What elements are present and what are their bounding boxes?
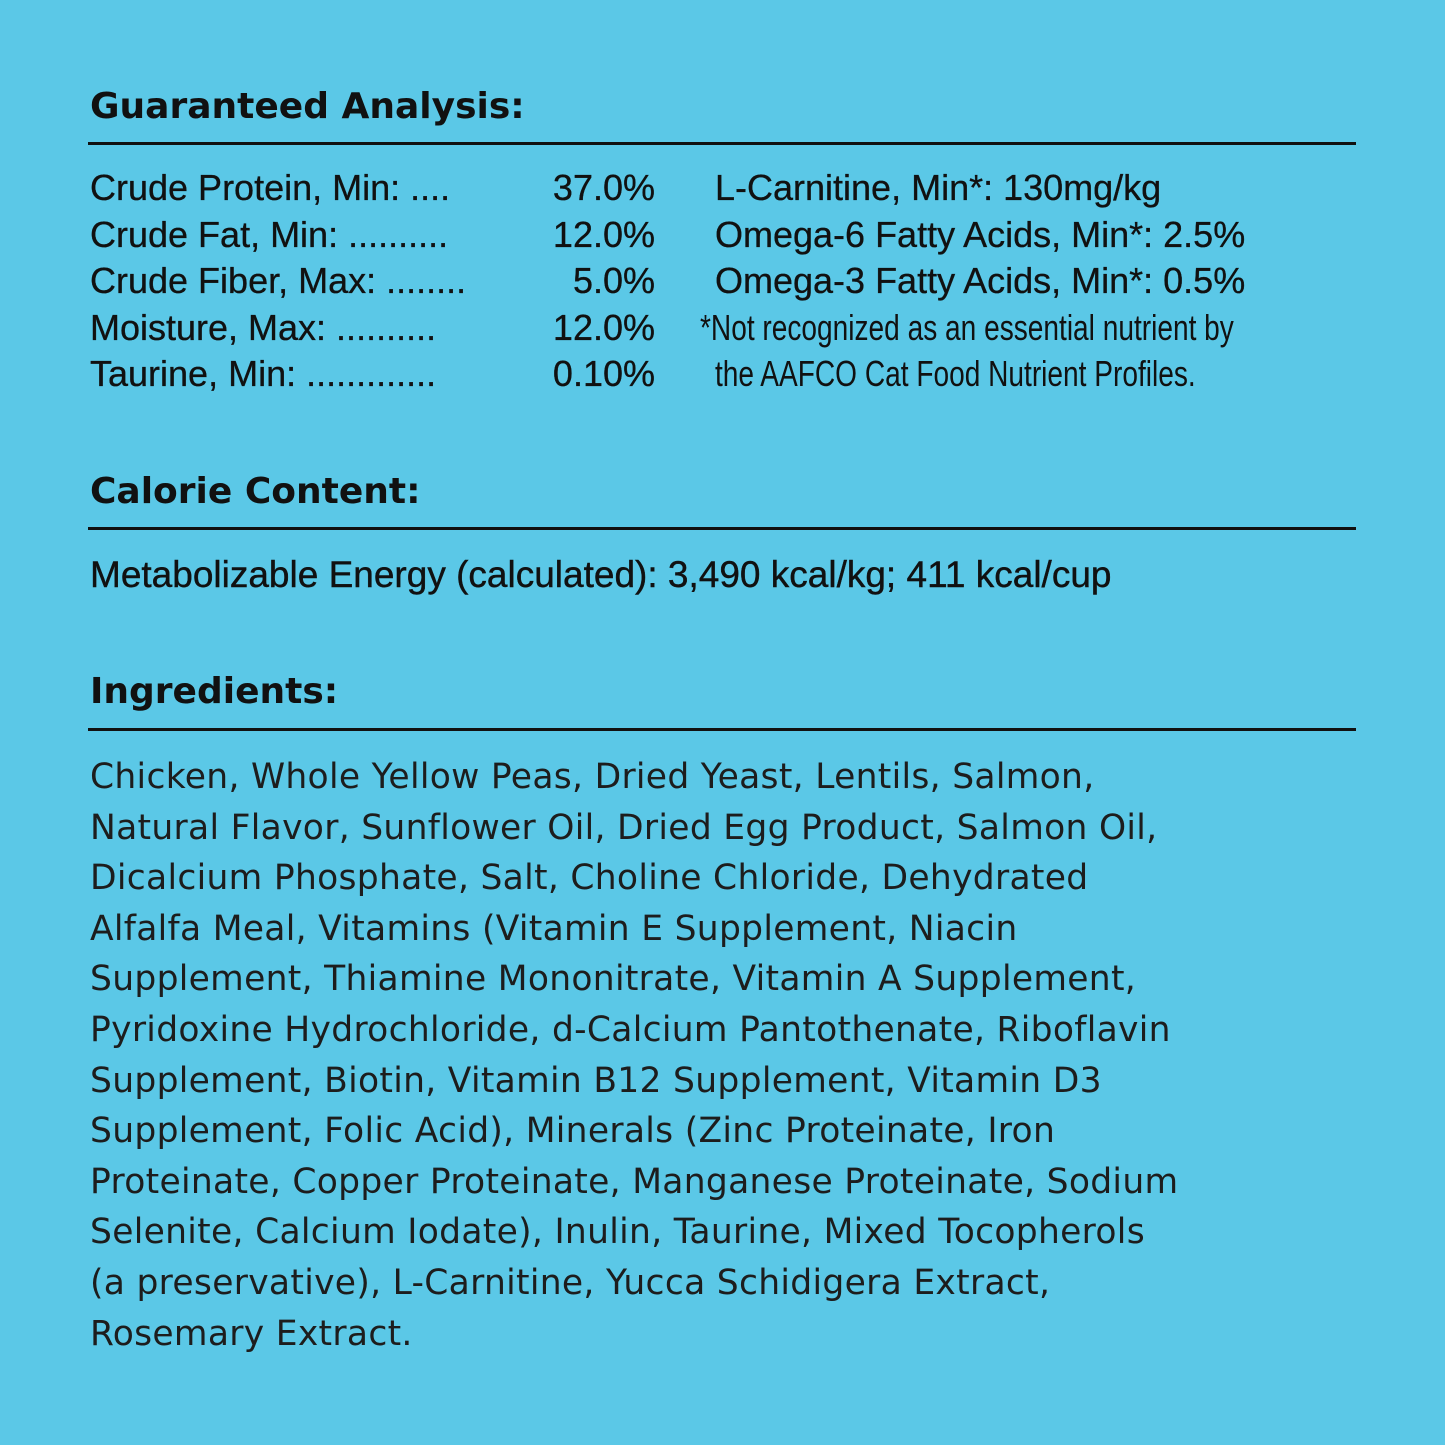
ingredients-list: Chicken, Whole Yellow Peas, Dried Yeast,… (90, 752, 1178, 1359)
analysis-label: Moisture, Max: .......... (90, 307, 437, 348)
footnote: *Not recognized as an essential nutrient… (700, 307, 1234, 348)
ingredients-line: Dicalcium Phosphate, Salt, Choline Chlor… (90, 858, 1089, 899)
ingredients-line: Supplement, Thiamine Mononitrate, Vitami… (90, 959, 1137, 1000)
ingredients-line: Supplement, Folic Acid), Minerals (Zinc … (90, 1111, 1056, 1152)
ingredients-line: Natural Flavor, Sunflower Oil, Dried Egg… (90, 807, 1158, 848)
ingredients-line: Supplement, Biotin, Vitamin B12 Suppleme… (90, 1060, 1102, 1101)
analysis-row: Taurine, Min: ............. 0.10% (90, 351, 655, 397)
analysis-value: 12.0% (552, 307, 655, 348)
analysis-value: 0.10% (552, 353, 655, 394)
analysis-label: Crude Fiber, Max: ........ (90, 260, 467, 301)
analysis-row: Moisture, Max: .......... 12.0% (90, 305, 655, 351)
analysis-extra: L-Carnitine, Min*: 130mg/kg (715, 167, 1162, 208)
analysis-label: Crude Protein, Min: .... (90, 167, 451, 208)
analysis-label: Crude Fat, Min: .......... (90, 214, 449, 255)
ingredients-line: Selenite, Calcium Iodate), Inulin, Tauri… (90, 1212, 1145, 1253)
ingredients-line: Proteinate, Copper Proteinate, Manganese… (90, 1161, 1179, 1202)
analysis-extra: Omega-6 Fatty Acids, Min*: 2.5% (715, 214, 1246, 255)
analysis-value: 12.0% (552, 214, 655, 255)
ingredients-line: Alfalfa Meal, Vitamins (Vitamin E Supple… (90, 908, 1018, 949)
analysis-extra: Omega-3 Fatty Acids, Min*: 0.5% (715, 260, 1246, 301)
analysis-row: Crude Fat, Min: .......... 12.0% (90, 212, 655, 258)
ingredients-line: Chicken, Whole Yellow Peas, Dried Yeast,… (90, 757, 1095, 797)
divider (88, 142, 1356, 145)
calorie-text: Metabolizable Energy (calculated): 3,490… (90, 554, 1112, 595)
ingredients-line: Rosemary Extract. (90, 1313, 413, 1354)
divider (88, 527, 1356, 530)
guaranteed-analysis-heading: Guaranteed Analysis: (90, 86, 525, 127)
analysis-row: Crude Fiber, Max: ........ 5.0% (90, 258, 655, 304)
ingredients-line: (a preservative), L-Carnitine, Yucca Sch… (90, 1262, 1051, 1303)
footnote: the AAFCO Cat Food Nutrient Profiles. (715, 353, 1196, 394)
divider (88, 728, 1356, 731)
calorie-content-heading: Calorie Content: (90, 471, 421, 512)
analysis-value: 37.0% (552, 167, 655, 208)
ingredients-heading: Ingredients: (90, 671, 339, 712)
analysis-value: 5.0% (572, 260, 655, 301)
ingredients-line: Pyridoxine Hydrochloride, d-Calcium Pant… (90, 1009, 1171, 1050)
analysis-label: Taurine, Min: ............. (90, 353, 437, 394)
analysis-row: Crude Protein, Min: .... 37.0% (90, 165, 655, 211)
